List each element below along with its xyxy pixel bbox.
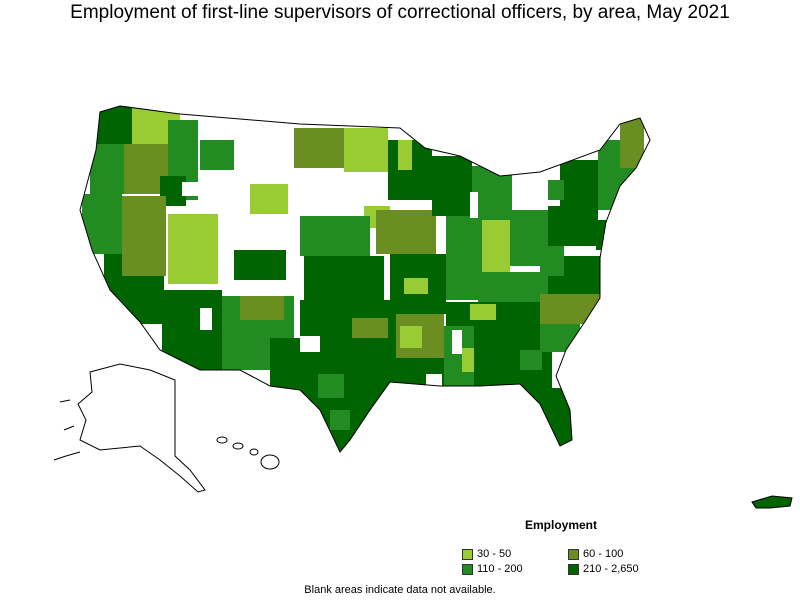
region-no-data-ms [452, 330, 462, 354]
region-illinois [446, 216, 482, 300]
legend-swatch-2 [568, 548, 579, 560]
alaska-islands [53, 399, 81, 461]
region-no-data-mi [470, 192, 478, 218]
region-north-dakota-east [344, 128, 388, 172]
alaska-shape [77, 363, 206, 493]
region-north-dakota [294, 128, 344, 168]
hawaii-shape [216, 436, 280, 470]
region-maine [620, 118, 644, 168]
legend-item-2: 60 - 100 [568, 548, 658, 560]
legend-swatch-4 [568, 563, 579, 575]
region-florida-panhandle [440, 386, 502, 406]
legend-label-1: 30 - 50 [477, 548, 512, 560]
legend-title: Employment [524, 518, 597, 532]
region-missouri-south [404, 278, 428, 294]
legend-item-4: 210 - 2,650 [568, 563, 658, 575]
legend-label-2: 60 - 100 [583, 548, 624, 560]
region-south-carolina [540, 322, 580, 352]
region-west-virginia [540, 246, 564, 276]
region-nebraska [300, 216, 370, 256]
region-colorado-central [234, 250, 286, 280]
region-texas-central [318, 374, 344, 398]
puerto-rico-shape [751, 495, 793, 509]
region-oklahoma-east [352, 318, 388, 340]
region-no-data-tx-north [300, 336, 320, 352]
footnote: Blank areas indicate data not available. [304, 584, 496, 596]
region-arizona [162, 290, 222, 370]
legend-item-3: 110 - 200 [462, 563, 568, 575]
region-indiana [482, 220, 510, 280]
region-north-carolina [540, 294, 604, 324]
region-tennessee-west [470, 304, 496, 320]
legend-item-1: 30 - 50 [462, 548, 568, 560]
region-no-data-la-east [426, 374, 442, 386]
region-california-north [82, 194, 122, 254]
region-wyoming-east [250, 184, 288, 214]
legend-label-4: 210 - 2,650 [583, 563, 639, 575]
map-title: Employment of first-line supervisors of … [70, 2, 730, 23]
region-kentucky [478, 272, 548, 302]
region-iowa [376, 210, 436, 254]
region-pennsylvania [548, 206, 598, 246]
region-new-york-west [548, 180, 564, 200]
region-wisconsin [432, 156, 472, 216]
region-no-data-nm [200, 308, 212, 330]
legend-label-3: 110 - 200 [477, 563, 523, 575]
region-alabama [474, 326, 508, 388]
region-washington-west [96, 106, 132, 144]
legend-swatch-3 [462, 563, 473, 575]
region-florida [492, 388, 576, 448]
us-outline [79, 105, 651, 453]
region-kansas [304, 256, 384, 300]
region-new-mexico-north [240, 296, 284, 320]
region-arkansas-east [400, 326, 422, 348]
region-nevada [122, 196, 166, 276]
region-texas-south [330, 410, 350, 430]
legend-swatch-1 [462, 548, 473, 560]
region-georgia-south [520, 350, 542, 370]
legend: Employment 30 - 50 60 - 100 110 - 200 21… [462, 518, 652, 575]
region-utah [168, 214, 218, 284]
region-minnesota-north [398, 140, 412, 170]
region-montana-west [200, 140, 234, 170]
region-no-data-ut [182, 182, 200, 196]
